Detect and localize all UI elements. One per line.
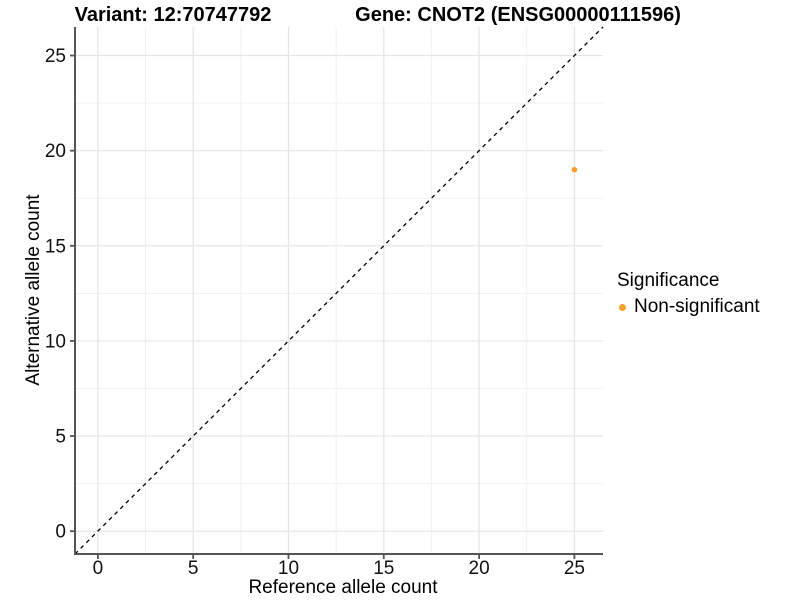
- y-tick-label: 15: [45, 236, 66, 257]
- y-tick-label: 5: [55, 427, 66, 448]
- plot-title-gene: Gene: CNOT2 (ENSG00000111596): [355, 4, 681, 26]
- x-tick-label: 0: [93, 558, 104, 579]
- legend-point-icon: [619, 303, 626, 311]
- legend-title: Significance: [617, 270, 720, 291]
- x-axis-title: Reference allele count: [248, 577, 438, 598]
- y-tick-label: 10: [45, 331, 66, 352]
- x-tick-label: 25: [564, 558, 585, 579]
- legend-item-label: Non-significant: [634, 296, 760, 317]
- data-point: [571, 166, 578, 173]
- y-axis-title: Alternative allele count: [23, 194, 44, 386]
- x-tick-label: 10: [278, 558, 299, 579]
- y-tick-label: 25: [45, 46, 66, 67]
- x-tick-label: 20: [469, 558, 490, 579]
- y-tick-label: 0: [55, 522, 66, 543]
- x-tick-label: 15: [373, 558, 394, 579]
- x-tick-label: 5: [188, 558, 199, 579]
- legend: Significance Non-significant: [617, 270, 760, 318]
- panel-background: [75, 27, 603, 554]
- plot-title-variant: Variant: 12:70747792: [74, 4, 272, 26]
- y-tick-label: 20: [45, 141, 66, 162]
- legend-item-non-significant: Non-significant: [617, 296, 760, 318]
